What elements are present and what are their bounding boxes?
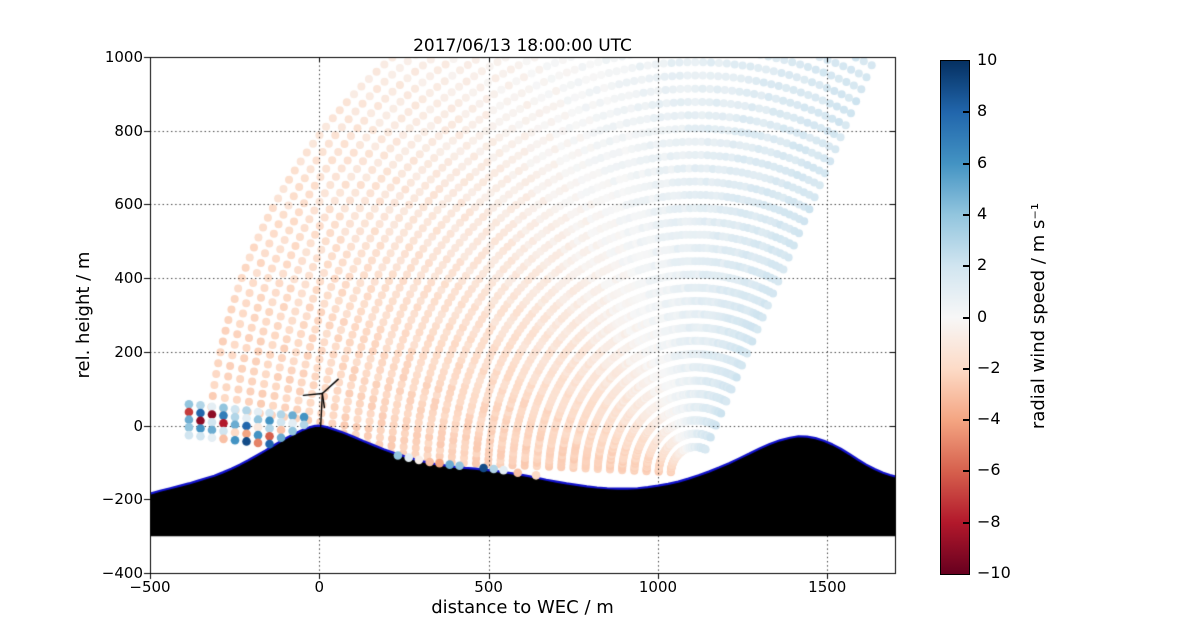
colorbar-tick-mark [963,111,969,114]
colorbar-tick-mark [963,367,969,370]
colorbar [940,60,970,575]
colorbar-tick-mark [963,470,969,473]
colorbar-tick-mark [963,521,969,524]
colorbar-tick-mark [963,419,969,422]
colorbar-tick-mark [963,213,969,216]
colorbar-tick-mark [963,162,969,165]
colorbar-tick-mark [963,316,969,319]
colorbar-tick-mark [963,265,969,268]
